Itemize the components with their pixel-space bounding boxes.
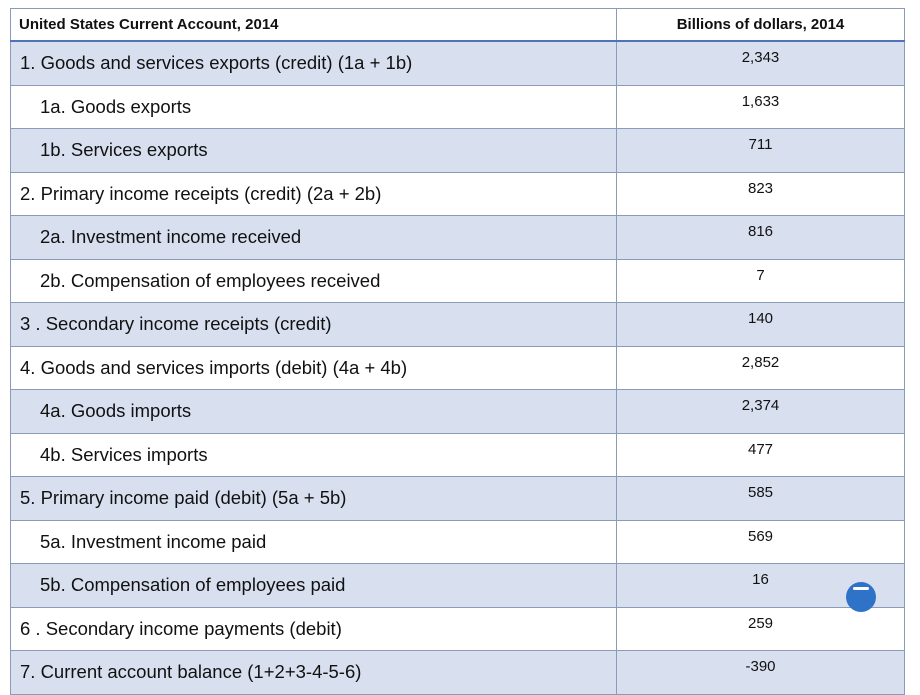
table-row: 5. Primary income paid (debit) (5a + 5b)… xyxy=(10,476,905,521)
row-label: 6 . Secondary income payments (debit) xyxy=(10,606,617,651)
row-value: 1,633 xyxy=(616,84,905,129)
row-label: 5a. Investment income paid xyxy=(10,519,617,564)
row-value: 711 xyxy=(616,128,905,173)
row-label: 4b. Services imports xyxy=(10,432,617,477)
header-label: United States Current Account, 2014 xyxy=(10,8,617,42)
logo-icon xyxy=(846,582,876,612)
row-label: 1b. Services exports xyxy=(10,128,617,173)
row-label: 5. Primary income paid (debit) (5a + 5b) xyxy=(10,476,617,521)
table-row: 5a. Investment income paid 569 xyxy=(10,519,905,564)
row-label: 1a. Goods exports xyxy=(10,84,617,129)
row-value: 477 xyxy=(616,432,905,477)
row-label: 3 . Secondary income receipts (credit) xyxy=(10,302,617,347)
table-row: 4. Goods and services imports (debit) (4… xyxy=(10,345,905,390)
row-label: 4a. Goods imports xyxy=(10,389,617,434)
row-value: 7 xyxy=(616,258,905,303)
table-row: 6 . Secondary income payments (debit) 25… xyxy=(10,606,905,651)
table-row: 2. Primary income receipts (credit) (2a … xyxy=(10,171,905,216)
row-value: 2,852 xyxy=(616,345,905,390)
table-row: 5b. Compensation of employees paid 16 xyxy=(10,563,905,608)
row-value: 816 xyxy=(616,215,905,260)
row-label: 1. Goods and services exports (credit) (… xyxy=(10,40,617,86)
table-header-row: United States Current Account, 2014 Bill… xyxy=(10,8,905,42)
table-row: 1a. Goods exports 1,633 xyxy=(10,84,905,129)
row-label: 7. Current account balance (1+2+3-4-5-6) xyxy=(10,650,617,695)
row-value: 823 xyxy=(616,171,905,216)
table-row: 1b. Services exports 711 xyxy=(10,128,905,173)
current-account-table: United States Current Account, 2014 Bill… xyxy=(10,8,905,695)
table-row: 2a. Investment income received 816 xyxy=(10,215,905,260)
table-row: 2b. Compensation of employees received 7 xyxy=(10,258,905,303)
table-row: 7. Current account balance (1+2+3-4-5-6)… xyxy=(10,650,905,695)
row-value: 2,374 xyxy=(616,389,905,434)
table-row: 4a. Goods imports 2,374 xyxy=(10,389,905,434)
row-label: 5b. Compensation of employees paid xyxy=(10,563,617,608)
row-value: 2,343 xyxy=(616,40,905,86)
row-label: 2b. Compensation of employees received xyxy=(10,258,617,303)
row-label: 2. Primary income receipts (credit) (2a … xyxy=(10,171,617,216)
row-value: 585 xyxy=(616,476,905,521)
row-value: 569 xyxy=(616,519,905,564)
table-row: 4b. Services imports 477 xyxy=(10,432,905,477)
table-row: 3 . Secondary income receipts (credit) 1… xyxy=(10,302,905,347)
row-label: 4. Goods and services imports (debit) (4… xyxy=(10,345,617,390)
header-value: Billions of dollars, 2014 xyxy=(616,8,905,42)
table-row: 1. Goods and services exports (credit) (… xyxy=(10,40,905,86)
row-value: 259 xyxy=(616,606,905,651)
row-label: 2a. Investment income received xyxy=(10,215,617,260)
current-account-table-container: United States Current Account, 2014 Bill… xyxy=(10,8,905,695)
row-value: 140 xyxy=(616,302,905,347)
row-value: -390 xyxy=(616,650,905,695)
